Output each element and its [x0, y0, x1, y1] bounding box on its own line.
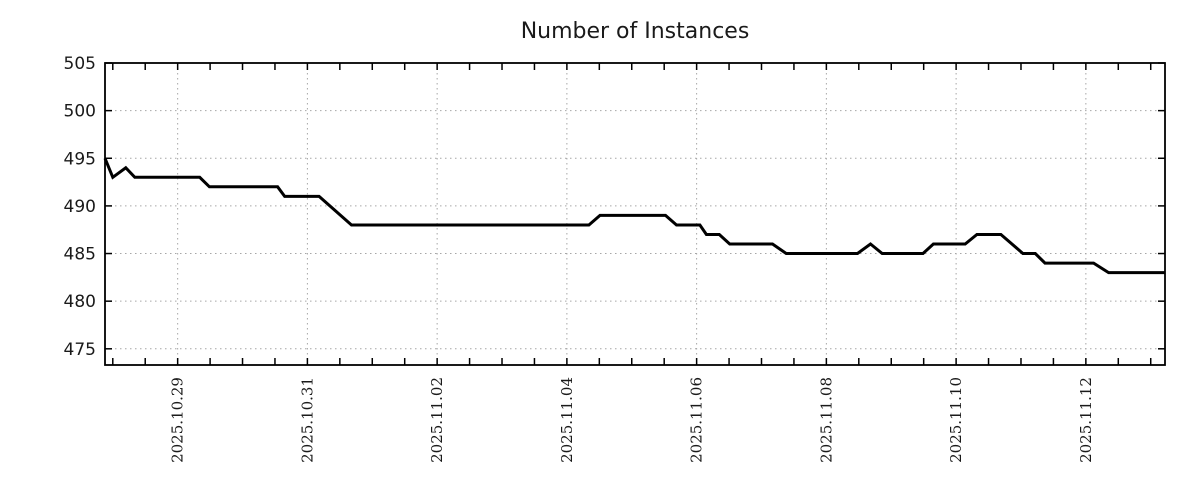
- y-tick-label: 490: [64, 197, 96, 217]
- plot-border: [104, 62, 1166, 366]
- x-tick-label: 2025.11.04: [558, 377, 576, 463]
- x-tick-label: 2025.11.12: [1077, 377, 1095, 463]
- y-tick-label: 485: [64, 245, 96, 265]
- x-tick-label: 2025.10.31: [298, 377, 316, 463]
- series-line: [103, 157, 1165, 275]
- axis-ticks: [105, 62, 1165, 365]
- grid-lines: [105, 63, 1165, 365]
- x-tick-label: 2025.11.06: [688, 377, 706, 463]
- x-axis-labels: 2025.10.29 2025.10.31 2025.11.02 2025.11.04…: [169, 377, 1095, 463]
- y-axis-labels: 475 480 485 490 495 500 505: [64, 54, 96, 360]
- x-tick-label: 2025.11.08: [817, 377, 835, 463]
- y-tick-label: 495: [64, 149, 96, 169]
- y-tick-label: 500: [64, 102, 96, 122]
- y-tick-label: 475: [64, 340, 96, 360]
- chart-title: Number of Instances: [521, 19, 750, 44]
- x-tick-label: 2025.10.29: [169, 377, 187, 463]
- y-tick-label: 480: [64, 292, 96, 312]
- x-tick-label: 2025.11.02: [428, 377, 446, 463]
- data-series: [103, 157, 1165, 275]
- x-tick-label: 2025.11.10: [947, 377, 965, 463]
- y-tick-label: 505: [64, 54, 96, 74]
